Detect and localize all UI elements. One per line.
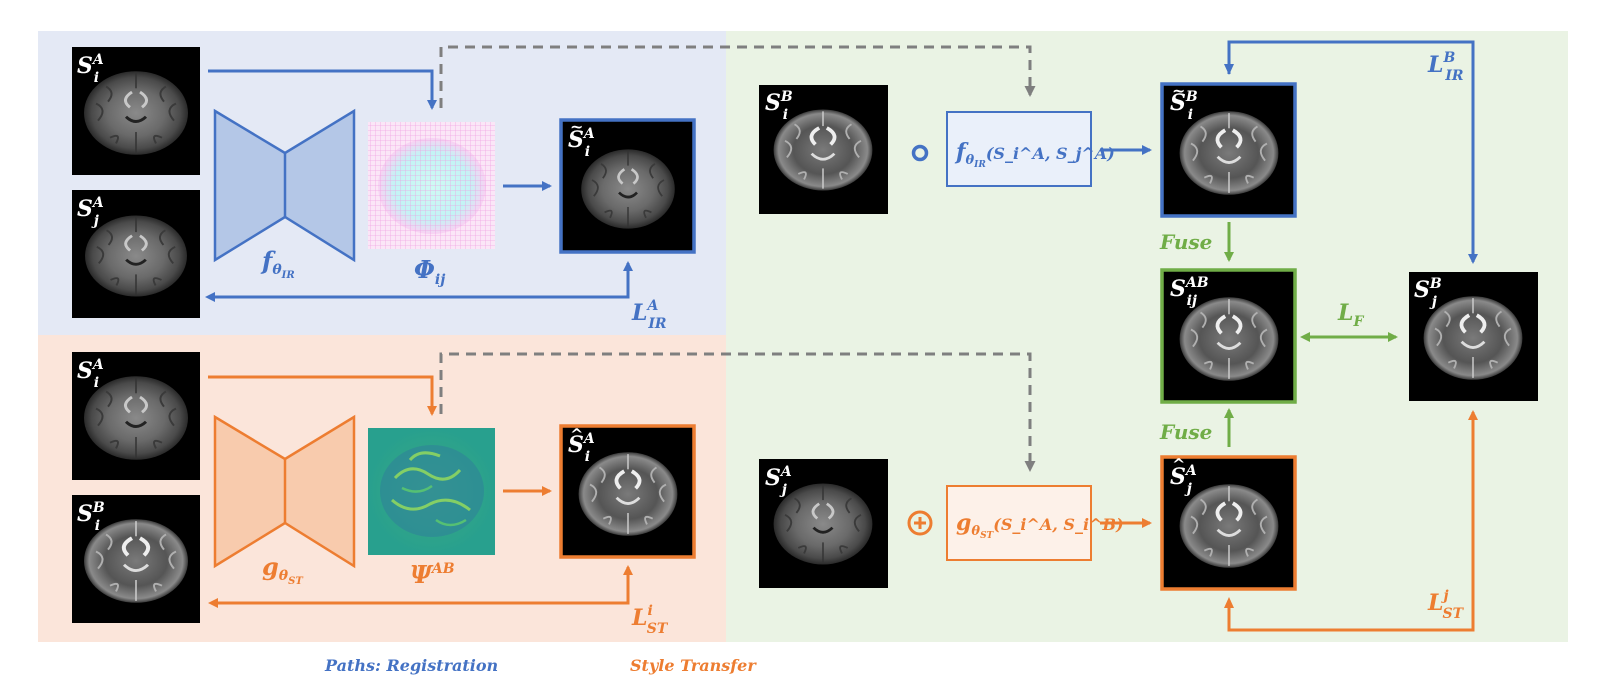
label-st-si-b: SB i: [77, 500, 105, 534]
label-fu-top-result: SB i: [1170, 89, 1198, 123]
accent-ir-output: ~: [570, 117, 583, 136]
fu-top-input: [759, 85, 888, 214]
ir-deformation-field: [368, 122, 495, 249]
st-style-field: [368, 428, 495, 555]
st-input-si-b: [72, 495, 200, 623]
fu-top-result: [1160, 82, 1297, 218]
label-loss-st-fusion: Lj ST: [1427, 588, 1465, 622]
st-input-si-a: [72, 352, 200, 480]
ir-input-sj-a: [72, 190, 200, 318]
compose-operator-icon: [911, 144, 929, 162]
label-ir-sj-a: SA j: [77, 195, 104, 229]
fu-bottom-input: [759, 459, 888, 588]
st-dashed-link: [439, 352, 1036, 472]
label-st-field: ΨAB: [410, 560, 455, 589]
ir-loss-arrow: [205, 261, 633, 302]
label-ir-output: SA i: [568, 126, 595, 160]
label-ir-network: fθIR: [260, 246, 295, 281]
label-st-loss: Li ST: [631, 603, 669, 637]
st-arrow-input-to-field: [208, 375, 437, 416]
label-ir-si-a: SA i: [77, 52, 104, 86]
ir-input-si-a: [72, 47, 200, 175]
fu-target: [1409, 272, 1538, 401]
caption-right: Style Transfer: [630, 656, 757, 675]
fu-ir-loss-arrow: [1227, 40, 1478, 264]
fu-bottom-function-box: [946, 485, 1092, 561]
fu-bottom-result: [1160, 455, 1297, 591]
ir-arrow-input-to-field: [208, 69, 437, 110]
fu-top-function-box: [946, 111, 1092, 187]
label-ir-loss: LA IR: [631, 298, 667, 332]
ir-output: [559, 118, 696, 254]
accent-fu-top-result: ~: [1172, 81, 1185, 100]
label-fu-target: SB j: [1414, 276, 1442, 310]
label-fu-bottom-function: gθST(S_i^A, S_i^B): [956, 510, 1124, 541]
label-fu-top-input: SB i: [765, 89, 793, 123]
fu-st-loss-arrow: [1227, 410, 1478, 632]
label-st-network: gθST: [262, 552, 304, 587]
accent-fu-bottom-result: ^: [1172, 455, 1185, 474]
caption-left: Paths: Registration: [324, 656, 498, 675]
fu-fused: [1160, 268, 1297, 404]
label-st-output: SA i: [568, 431, 595, 465]
label-loss-fusion: LF: [1337, 300, 1364, 330]
label-fu-bottom-input: SA j: [765, 464, 792, 498]
label-loss-ir-fusion: LB IR: [1427, 50, 1464, 84]
add-operator-icon: [907, 510, 933, 536]
label-fu-top-function: fθIR(S_i^A, S_j^A): [954, 139, 1115, 170]
label-fu-fused: SAB ij: [1170, 275, 1209, 309]
accent-st-output: ^: [570, 425, 583, 444]
label-fuse-bottom: Fuse: [1159, 420, 1212, 444]
label-ir-field: Φij: [414, 255, 445, 288]
label-fuse-top: Fuse: [1159, 230, 1212, 254]
label-st-si-a: SA i: [77, 357, 104, 391]
st-loss-arrow: [218, 565, 633, 605]
st-output: [559, 424, 696, 559]
label-fu-bottom-result: SA j: [1170, 463, 1197, 497]
